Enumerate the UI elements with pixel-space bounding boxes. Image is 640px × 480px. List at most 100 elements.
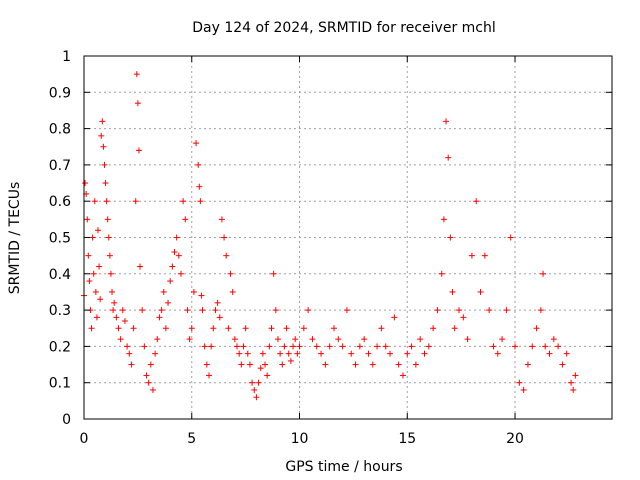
data-point [382, 343, 389, 350]
data-point [167, 278, 174, 285]
data-point [512, 343, 519, 350]
data-point [214, 299, 221, 306]
data-point [503, 307, 510, 314]
data-point [82, 180, 89, 187]
data-point [550, 336, 557, 343]
data-point [494, 350, 501, 357]
data-point [225, 325, 232, 332]
data-point [322, 361, 329, 368]
data-point [281, 343, 288, 350]
data-point [283, 325, 290, 332]
y-tick-label: 0.6 [49, 194, 71, 210]
grid [84, 56, 612, 419]
data-point [292, 336, 299, 343]
data-point [165, 299, 172, 306]
data-point [107, 270, 114, 277]
data-point [90, 270, 97, 277]
data-point [451, 325, 458, 332]
data-point [438, 270, 445, 277]
data-point [473, 198, 480, 205]
data-point [103, 198, 110, 205]
data-point [404, 350, 411, 357]
data-point [335, 336, 342, 343]
data-point [387, 350, 394, 357]
data-point [425, 343, 432, 350]
axis-ticks [83, 55, 612, 420]
data-point [89, 234, 96, 241]
data-point [180, 198, 187, 205]
data-point [221, 234, 228, 241]
data-point [326, 343, 333, 350]
data-point [171, 249, 178, 256]
data-point [128, 361, 135, 368]
data-point [365, 350, 372, 357]
data-point [126, 350, 133, 357]
data-point [445, 154, 452, 161]
data-point [210, 325, 217, 332]
y-tick-label: 0.7 [49, 158, 71, 174]
data-point [227, 270, 234, 277]
data-point [240, 343, 247, 350]
data-point [106, 252, 113, 259]
y-tick-label: 0.1 [49, 376, 71, 392]
data-point [447, 234, 454, 241]
data-point [481, 252, 488, 259]
data-point [318, 350, 325, 357]
data-point [443, 118, 450, 125]
data-point [374, 343, 381, 350]
data-point [111, 299, 118, 306]
data-point [238, 361, 245, 368]
data-point [296, 343, 303, 350]
data-point [559, 361, 566, 368]
data-point [356, 343, 363, 350]
data-point [378, 325, 385, 332]
data-point [199, 307, 206, 314]
data-point [486, 307, 493, 314]
data-point [141, 343, 148, 350]
data-point [119, 307, 126, 314]
data-point [361, 336, 368, 343]
data-point [348, 350, 355, 357]
data-point [197, 198, 204, 205]
data-point [343, 307, 350, 314]
data-point [88, 325, 95, 332]
data-point [100, 143, 107, 150]
y-axis-label: SRMTID / TECUs [7, 182, 23, 295]
x-tick-label: 20 [506, 431, 524, 447]
data-point [369, 361, 376, 368]
x-tick-label: 0 [80, 431, 89, 447]
data-point [285, 350, 292, 357]
plot-frame [83, 55, 613, 420]
data-point [266, 343, 273, 350]
data-point [154, 336, 161, 343]
data-point [186, 336, 193, 343]
data-point [249, 379, 256, 386]
data-point [193, 140, 200, 147]
x-tick-label: 15 [398, 431, 416, 447]
data-point [290, 343, 297, 350]
data-point [257, 365, 264, 372]
y-tick-label: 0 [62, 412, 71, 428]
data-point [160, 288, 167, 295]
data-point [101, 161, 108, 168]
y-tick-label: 0.9 [49, 85, 71, 101]
data-point [201, 343, 208, 350]
data-point [430, 325, 437, 332]
data-point [124, 343, 131, 350]
data-point [190, 288, 197, 295]
data-point [102, 180, 109, 187]
data-point [188, 325, 195, 332]
data-point [175, 252, 182, 259]
data-point [270, 270, 277, 277]
data-point [264, 372, 271, 379]
data-point [570, 386, 577, 393]
data-point [417, 336, 424, 343]
data-point [147, 361, 154, 368]
data-point [177, 270, 184, 277]
data-point [156, 314, 163, 321]
data-point [84, 216, 91, 223]
data-point [105, 234, 112, 241]
data-point [546, 350, 553, 357]
data-point [143, 372, 150, 379]
data-point [391, 314, 398, 321]
